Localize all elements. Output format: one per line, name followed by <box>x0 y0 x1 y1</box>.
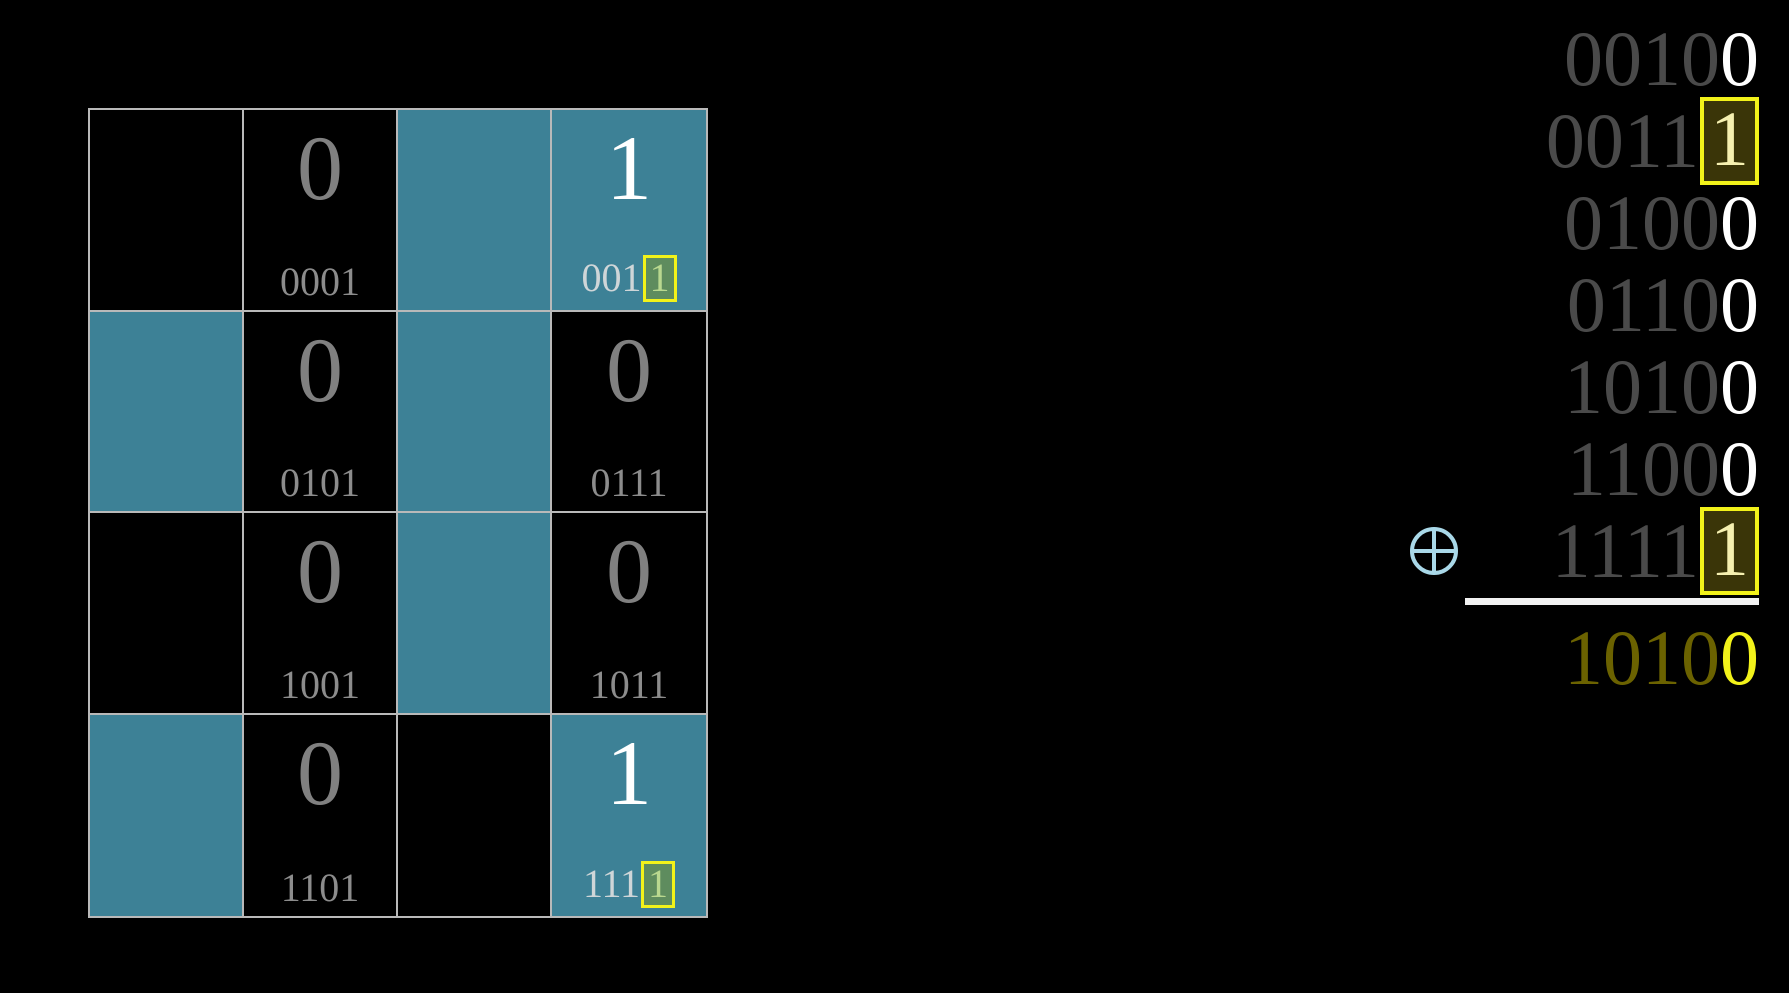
cell-index-label: 1011 <box>552 661 706 707</box>
grid-cell-r2c1[interactable] <box>90 311 244 513</box>
grid-cell-r3c4[interactable]: 0 1011 <box>552 513 706 715</box>
cell-index-label: 0101 <box>244 463 396 503</box>
xor-operand-last-bit: 0 <box>1720 179 1759 266</box>
xor-operand-row: 1111 1 <box>1395 506 1775 596</box>
xor-operand-last-bit: 0 <box>1720 261 1759 348</box>
cell-index-prefix: 0111 <box>590 460 668 505</box>
xor-operand-bits: 1111 1 <box>1551 506 1759 596</box>
cell-index-label: 0001 <box>244 258 396 304</box>
grid-cell-r1c4[interactable]: 1 001 1 <box>552 110 706 312</box>
grid-cell-r4c3[interactable] <box>398 714 552 916</box>
xor-operand-last-bit: 0 <box>1720 343 1759 430</box>
grid-cell-r4c4[interactable]: 1 111 1 <box>552 714 706 916</box>
cell-index-prefix: 0001 <box>280 258 360 304</box>
xor-operand-row: 0100 0 <box>1395 182 1775 264</box>
grid-cell-r2c2[interactable]: 0 0101 <box>244 311 398 513</box>
xor-operand-bits: 1010 0 <box>1564 348 1759 426</box>
grid-cell-r1c1[interactable] <box>90 110 244 312</box>
xor-horizontal-rule <box>1465 598 1759 605</box>
cell-bit-value: 0 <box>297 318 343 421</box>
xor-operand-prefix: 1010 <box>1564 343 1720 430</box>
xor-operand-bits: 0100 0 <box>1564 184 1759 262</box>
cell-index-prefix: 1011 <box>589 661 669 707</box>
xor-operand-row: 0010 0 <box>1395 18 1775 100</box>
cell-index-prefix: 1001 <box>280 661 360 707</box>
xor-operand-prefix: 0100 <box>1564 179 1720 266</box>
cell-bit-value: 0 <box>297 117 343 219</box>
xor-operand-row: 0011 1 <box>1395 96 1775 186</box>
xor-operand-bits: 0011 1 <box>1545 96 1759 186</box>
cell-bit-value: 1 <box>606 117 652 219</box>
cell-index-prefix: 111 <box>582 861 641 906</box>
xor-operand-row: 1100 0 <box>1395 428 1775 510</box>
xor-circle-plus-icon <box>1405 510 1463 592</box>
xor-result-last-bit: 0 <box>1720 614 1759 701</box>
xor-computation-panel: 0010 0 0011 1 0100 0 0110 0 1010 0 1100 0 1111 1 1010… <box>1395 18 1775 738</box>
cell-bit-value: 0 <box>606 520 652 622</box>
xor-operand-list: 0010 0 0011 1 0100 0 0110 0 1010 0 1100 0 1111 1 <box>1395 18 1775 596</box>
grid-cell-r1c2[interactable]: 0 0001 <box>244 110 398 312</box>
cell-bit-value: 0 <box>297 721 343 824</box>
xor-operand-last-bit: 1 <box>1700 96 1759 186</box>
cell-index-label: 1001 <box>244 661 396 707</box>
cell-index-label: 0111 <box>552 463 706 503</box>
xor-operand-last-bit: 1 <box>1700 506 1759 596</box>
cell-index-prefix: 001 <box>581 254 642 300</box>
xor-operand-bits: 0010 0 <box>1564 20 1759 98</box>
binary-grid: 0 0001 1 001 1 0 0101 0 0111 0 1001 0 1011 0 1101 1 111 1 <box>88 108 708 918</box>
cell-index-prefix: 0101 <box>280 460 360 505</box>
grid-cell-r3c1[interactable] <box>90 513 244 715</box>
grid-cell-r4c1[interactable] <box>90 714 244 916</box>
cell-bit-value: 1 <box>606 721 652 824</box>
xor-result-row: 1010 0 <box>1395 615 1775 701</box>
cell-index-highlighted-bit: 1 <box>641 861 676 908</box>
xor-operand-prefix: 0011 <box>1545 97 1699 184</box>
xor-operand-prefix: 1111 <box>1551 507 1699 594</box>
cell-index-highlighted-bit: 1 <box>642 254 677 302</box>
cell-index-label: 1101 <box>244 868 396 908</box>
xor-operand-prefix: 0010 <box>1564 15 1720 102</box>
cell-index-label: 001 1 <box>552 254 706 302</box>
grid-cell-r2c4[interactable]: 0 0111 <box>552 311 706 513</box>
xor-result-prefix: 1010 <box>1564 614 1720 701</box>
xor-operand-row: 1010 0 <box>1395 346 1775 428</box>
xor-result-bits: 1010 0 <box>1564 619 1759 697</box>
grid-cell-r3c2[interactable]: 0 1001 <box>244 513 398 715</box>
cell-index-prefix: 1101 <box>280 865 360 910</box>
cell-bit-value: 0 <box>297 520 343 622</box>
xor-operand-bits: 0110 0 <box>1567 266 1759 344</box>
grid-cell-r4c2[interactable]: 0 1101 <box>244 714 398 916</box>
cell-bit-value: 0 <box>606 318 652 421</box>
xor-operand-last-bit: 0 <box>1720 425 1759 512</box>
xor-operand-row: 0110 0 <box>1395 264 1775 346</box>
grid-cell-r2c3[interactable] <box>398 311 552 513</box>
xor-operand-prefix: 1100 <box>1566 425 1720 512</box>
xor-operand-last-bit: 0 <box>1720 15 1759 102</box>
xor-operand-prefix: 0110 <box>1566 261 1720 348</box>
grid-cell-r1c3[interactable] <box>398 110 552 312</box>
grid-cell-r3c3[interactable] <box>398 513 552 715</box>
cell-index-label: 111 1 <box>552 861 706 908</box>
xor-operand-bits: 1100 0 <box>1567 430 1759 508</box>
